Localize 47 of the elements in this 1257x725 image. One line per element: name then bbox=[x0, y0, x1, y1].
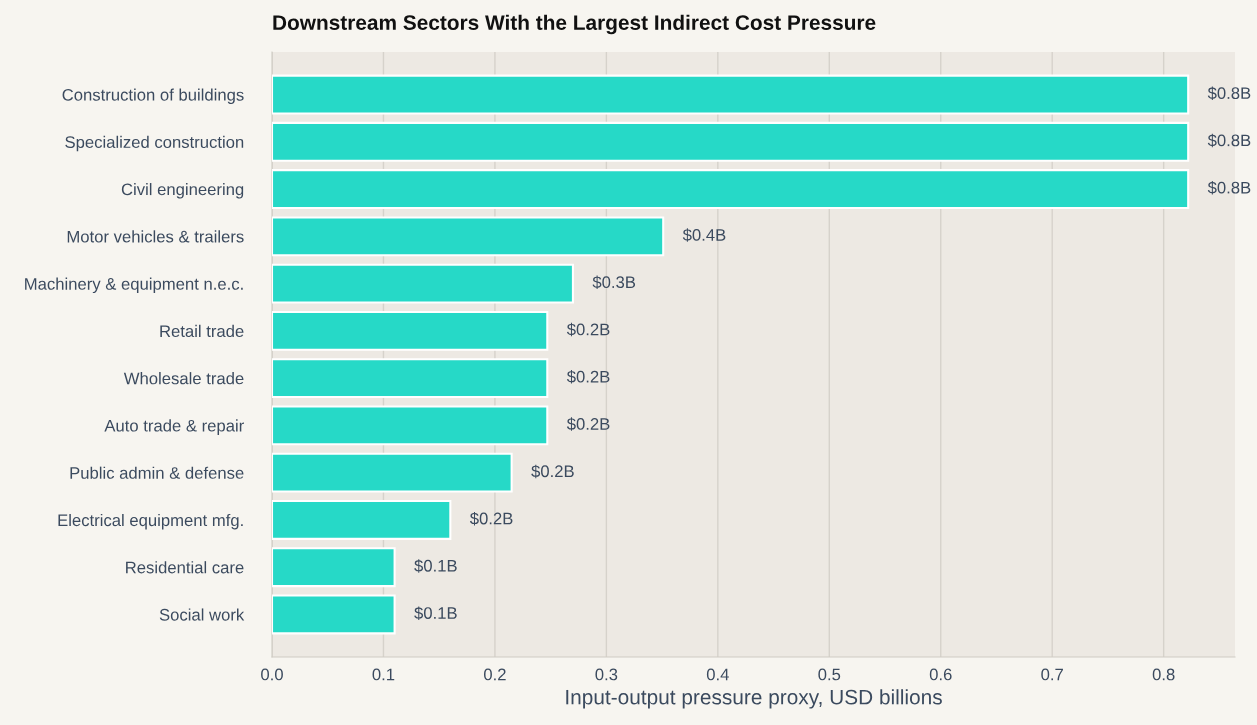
y-tick-label: Wholesale trade bbox=[123, 372, 244, 385]
data-label: $0.2B bbox=[566, 370, 610, 384]
data-label: $0.8B bbox=[1207, 133, 1251, 148]
y-tick-label: Civil engineering bbox=[121, 183, 244, 199]
x-tick-label: 0.5 bbox=[818, 668, 841, 681]
x-tick-label: 0.3 bbox=[595, 668, 618, 681]
bar bbox=[272, 216, 665, 257]
x-axis-title: Input-output pressure proxy, USD billions bbox=[566, 689, 942, 709]
y-tick-label: Auto trade & repair bbox=[104, 419, 244, 435]
bar bbox=[272, 358, 549, 399]
bar bbox=[272, 263, 574, 304]
bar bbox=[272, 310, 549, 351]
x-tick-label: 0.6 bbox=[929, 668, 952, 681]
y-tick-label: Construction of buildings bbox=[62, 88, 244, 105]
y-tick-label: Machinery & equipment n.e.c. bbox=[25, 277, 243, 294]
data-label: $0.2B bbox=[566, 322, 610, 337]
bar bbox=[272, 169, 1190, 210]
bar bbox=[272, 452, 513, 493]
y-tick-label: Retail trade bbox=[160, 324, 244, 338]
data-label: $0.3B bbox=[592, 275, 636, 290]
x-tick-label: 0.7 bbox=[1041, 668, 1063, 681]
y-tick-label: Motor vehicles & trailers bbox=[67, 230, 244, 243]
x-tick-label: 0.8 bbox=[1152, 668, 1175, 681]
data-label: $0.1B bbox=[414, 606, 457, 620]
x-tick-label: 0.1 bbox=[372, 668, 395, 681]
x-tick-label: 0.4 bbox=[706, 668, 729, 681]
bar bbox=[272, 121, 1190, 162]
data-label: $0.8B bbox=[1207, 86, 1251, 101]
data-label: $0.2B bbox=[469, 511, 513, 526]
data-label: $0.2B bbox=[531, 464, 574, 479]
y-tick-label: Social work bbox=[159, 608, 245, 621]
bar bbox=[272, 405, 549, 446]
x-tick-label: 0.0 bbox=[261, 668, 283, 681]
bar bbox=[272, 547, 396, 588]
y-tick-label: Specialized construction bbox=[65, 135, 244, 152]
bar bbox=[272, 74, 1190, 115]
y-tick-label: Residential care bbox=[126, 561, 244, 574]
data-label: $0.2B bbox=[566, 417, 610, 431]
x-tick-label: 0.2 bbox=[483, 668, 506, 681]
bar bbox=[272, 499, 452, 540]
data-label: $0.8B bbox=[1207, 181, 1251, 195]
y-tick-label: Electrical equipment mfg. bbox=[58, 513, 243, 530]
chart-title: Downstream Sectors With the Largest Indirect Cost Pressure bbox=[273, 14, 876, 35]
y-tick-label: Public admin & defense bbox=[70, 466, 244, 479]
bar bbox=[272, 594, 396, 635]
data-label: $0.4B bbox=[682, 228, 726, 242]
data-label: $0.1B bbox=[414, 559, 457, 573]
